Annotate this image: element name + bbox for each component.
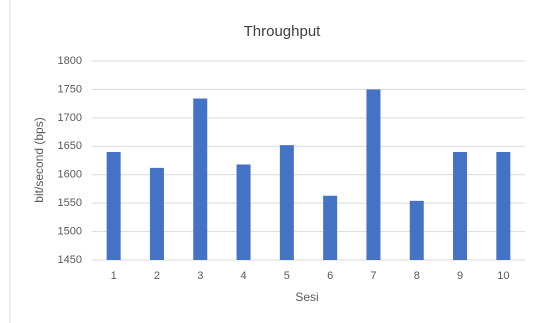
y-tick-label: 1800 <box>58 55 82 67</box>
x-tick-label: 2 <box>154 270 160 282</box>
chart-title: Throughput <box>244 23 322 40</box>
x-tick-label: 3 <box>197 270 203 282</box>
bar <box>366 89 381 260</box>
x-tick-label: 6 <box>327 270 333 282</box>
y-tick-label: 1500 <box>58 225 82 237</box>
bar <box>279 145 294 260</box>
bar <box>323 195 338 260</box>
bar <box>496 151 511 260</box>
bar <box>409 200 424 260</box>
x-tick-label: 8 <box>414 270 420 282</box>
x-axis-title: Sesi <box>295 290 318 304</box>
bar <box>149 167 164 260</box>
bar <box>236 164 251 260</box>
y-axis-title: bit/second (bps) <box>32 117 46 202</box>
y-tick-label: 1550 <box>58 197 82 209</box>
x-tick-label: 5 <box>284 270 290 282</box>
x-tick-label: 10 <box>497 270 509 282</box>
y-tick-label: 1650 <box>58 140 82 152</box>
y-tick-label: 1750 <box>58 83 82 95</box>
x-tick-label: 1 <box>111 270 117 282</box>
y-tick-label: 1700 <box>58 112 82 124</box>
y-tick-label: 1450 <box>58 254 82 266</box>
y-tick-label: 1600 <box>58 169 82 181</box>
bar <box>106 151 121 260</box>
x-tick-label: 4 <box>240 270 246 282</box>
x-tick-label: 7 <box>370 270 376 282</box>
bar <box>453 151 468 260</box>
bar <box>193 98 208 260</box>
x-tick-label: 9 <box>457 270 463 282</box>
